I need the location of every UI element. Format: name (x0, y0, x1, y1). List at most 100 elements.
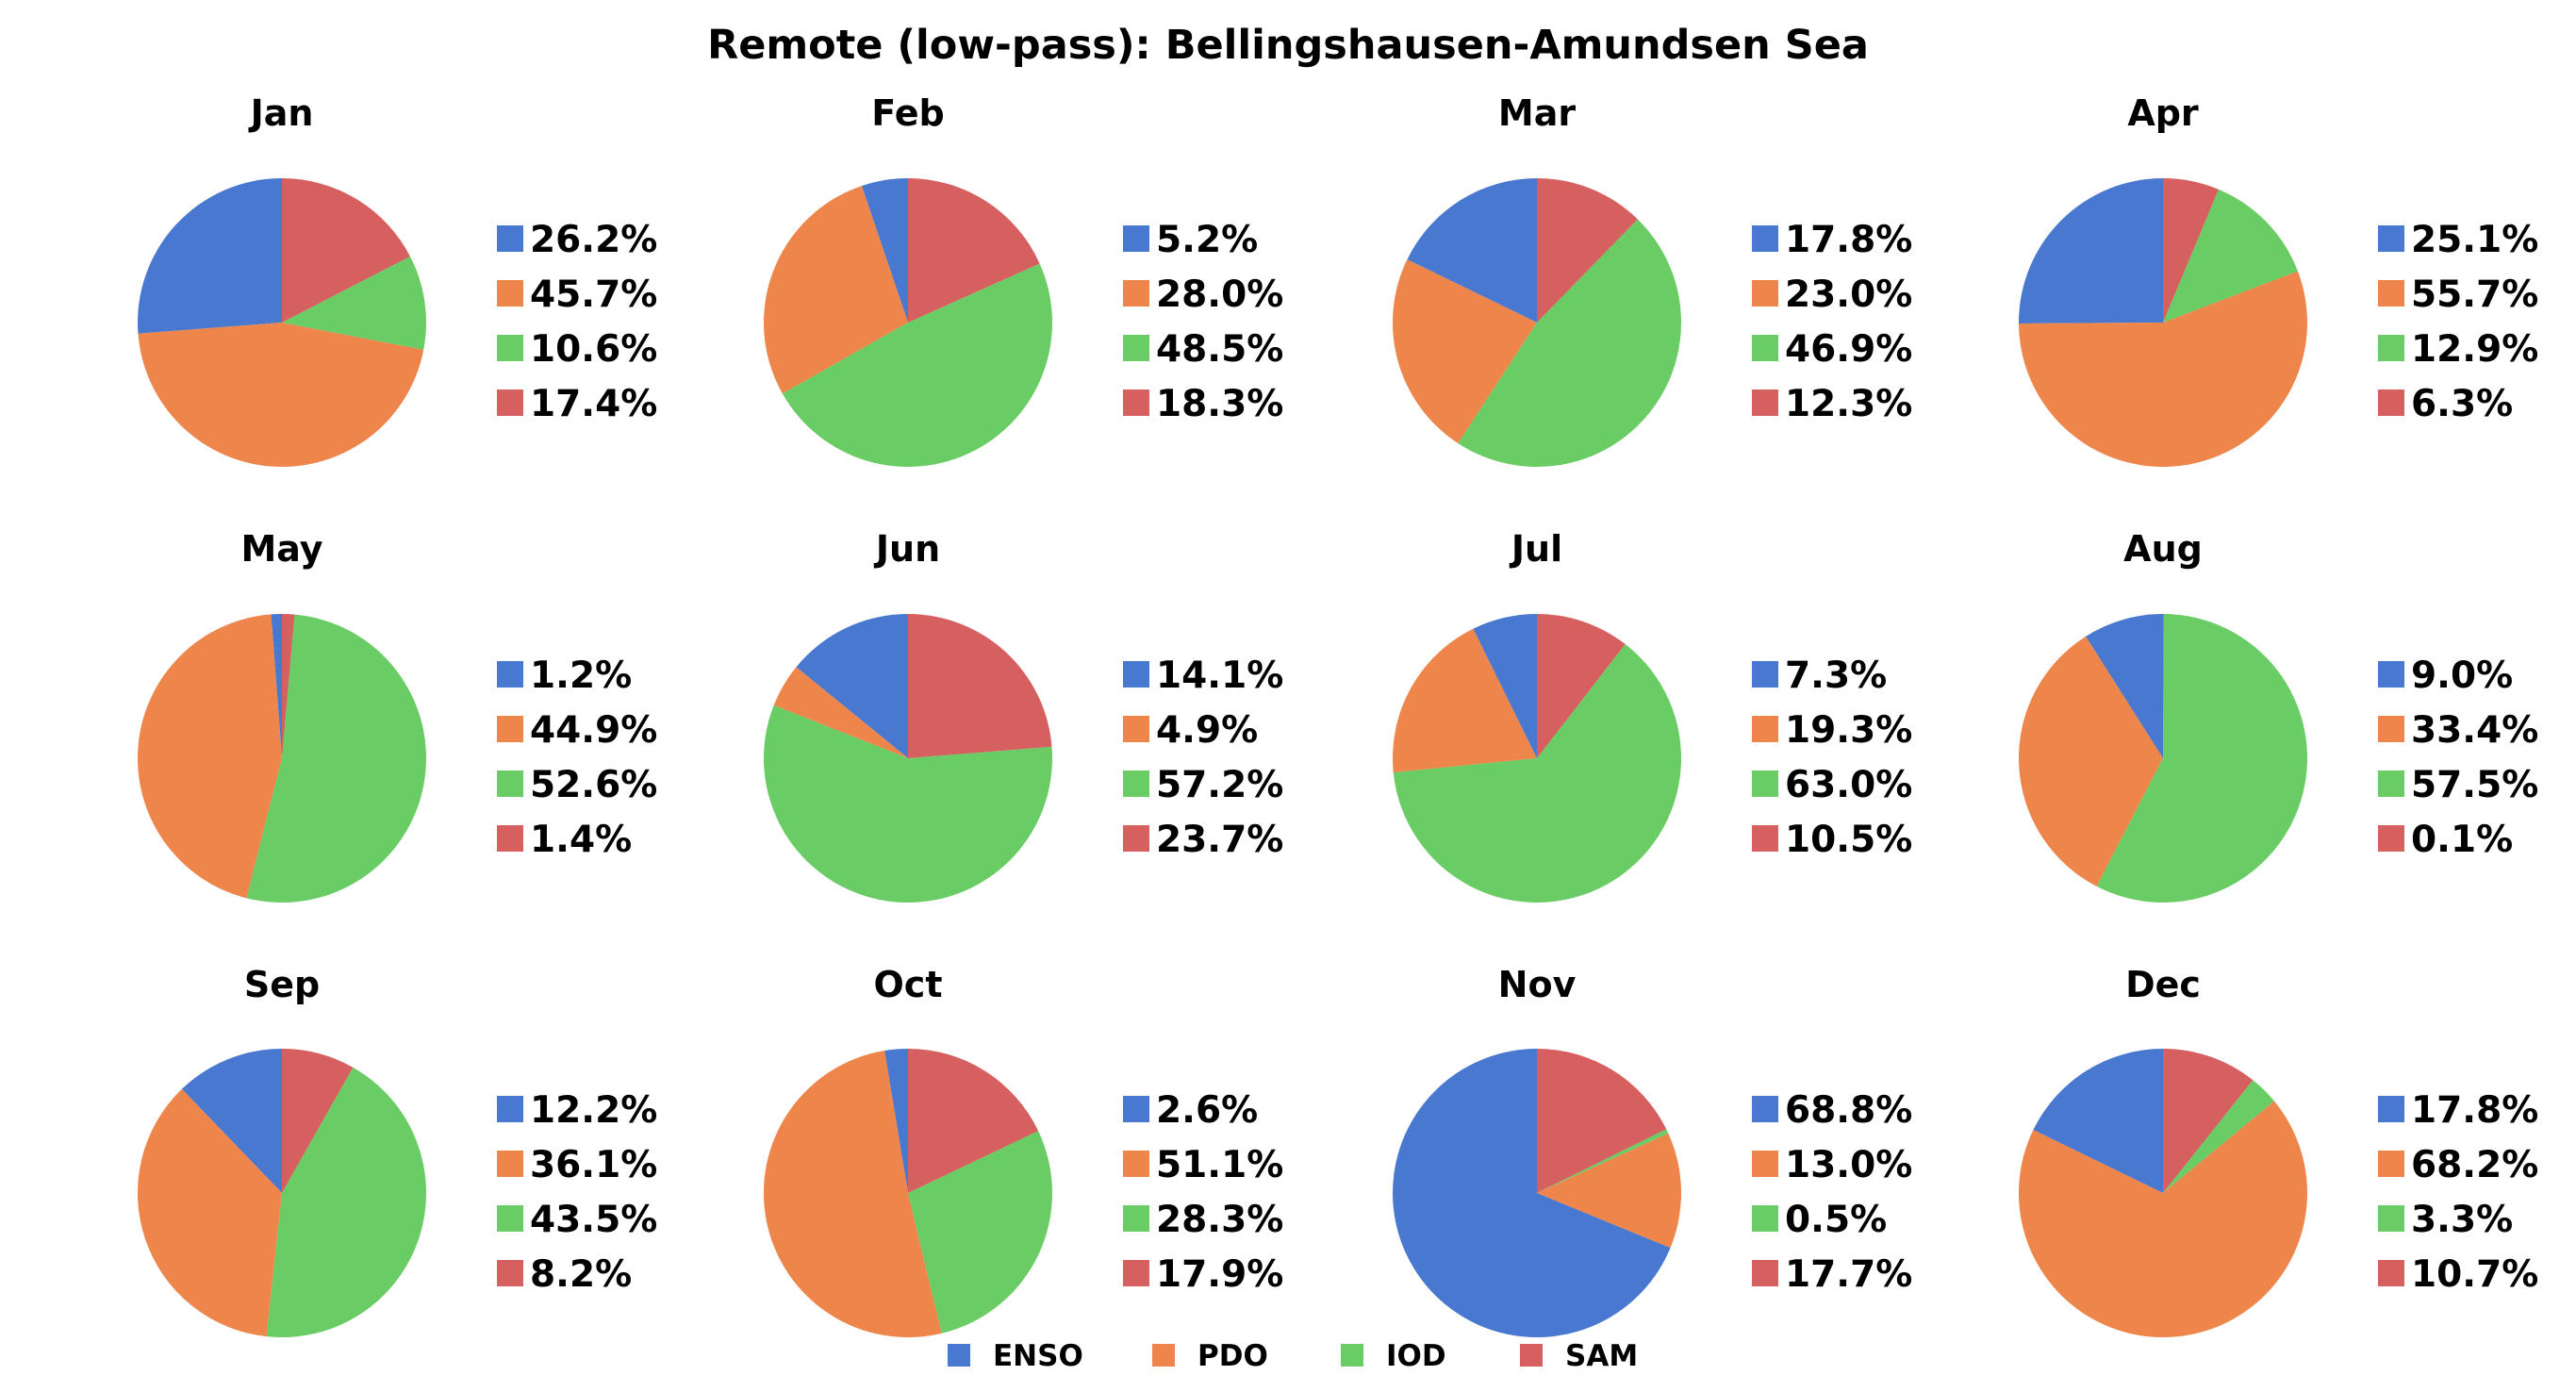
pct-label-may-sam: 1.4% (530, 819, 632, 861)
pct-label-dec-pdo: 68.2% (2411, 1144, 2538, 1186)
label-swatch-jun-iod (1123, 771, 1149, 797)
pie-title-may: May (240, 528, 322, 570)
pct-label-mar-enso: 17.8% (1785, 219, 1912, 261)
label-swatch-jul-iod (1752, 771, 1778, 797)
pie-may: May 1.2% 44.9% 52.6% 1.4% (137, 528, 657, 903)
label-swatch-feb-pdo (1123, 280, 1149, 307)
label-swatch-mar-sam (1752, 389, 1778, 416)
pie-title-apr: Apr (2127, 92, 2199, 134)
pie-title-jan: Jan (248, 92, 314, 134)
slice-jul-pdo (1393, 628, 1537, 773)
pie-oct: Oct 2.6% 51.1% 28.3% 17.9% (763, 964, 1283, 1338)
label-swatch-feb-enso (1123, 225, 1149, 252)
pie-apr: Apr 25.1% 55.7% 12.9% 6.3% (2018, 92, 2538, 467)
pie-aug: Aug 9.0% 33.4% 57.5% 0.1% (2019, 528, 2538, 903)
label-swatch-dec-enso (2378, 1096, 2404, 1122)
label-swatch-dec-iod (2378, 1205, 2404, 1232)
legend-swatch-sam (1520, 1344, 1543, 1367)
label-swatch-aug-iod (2378, 771, 2404, 797)
pct-label-feb-enso: 5.2% (1156, 219, 1258, 261)
label-swatch-oct-pdo (1123, 1151, 1149, 1177)
label-swatch-nov-iod (1752, 1205, 1778, 1232)
label-swatch-aug-pdo (2378, 716, 2404, 742)
pct-label-sep-enso: 12.2% (530, 1089, 657, 1132)
pct-label-dec-sam: 10.7% (2411, 1253, 2538, 1296)
pct-label-aug-pdo: 33.4% (2411, 709, 2538, 752)
slice-aug-enso (2086, 614, 2163, 758)
label-swatch-jul-pdo (1752, 716, 1778, 742)
pct-label-jul-pdo: 19.3% (1785, 709, 1912, 752)
legend-swatch-pdo (1152, 1344, 1175, 1367)
slice-aug-iod (2096, 614, 2307, 903)
slice-feb-sam (908, 178, 1040, 323)
pie-title-aug: Aug (2123, 528, 2203, 570)
pct-label-feb-pdo: 28.0% (1156, 273, 1283, 316)
legend-label-sam: SAM (1565, 1339, 1638, 1373)
legend-label-pdo: PDO (1197, 1339, 1268, 1373)
label-swatch-aug-sam (2378, 825, 2404, 852)
pct-label-nov-pdo: 13.0% (1785, 1144, 1912, 1186)
label-swatch-jun-sam (1123, 825, 1149, 852)
pct-label-feb-iod: 48.5% (1156, 328, 1283, 371)
slice-sep-pdo (137, 1088, 282, 1337)
pie-title-jun: Jun (873, 528, 940, 570)
pie-grid: Jan 26.2% 45.7% 10.6% 17.4% Feb 5.2% 28.0% 48.5%… (137, 92, 2538, 1338)
slice-dec-pdo (2019, 1101, 2308, 1337)
slice-jul-enso (1473, 614, 1537, 758)
label-swatch-feb-iod (1123, 335, 1149, 361)
label-swatch-may-pdo (497, 716, 523, 742)
pie-jan: Jan 26.2% 45.7% 10.6% 17.4% (137, 92, 657, 468)
pct-label-jan-sam: 17.4% (530, 383, 657, 425)
slice-oct-pdo (763, 1051, 942, 1338)
pct-label-apr-sam: 6.3% (2411, 383, 2513, 425)
pct-label-jun-sam: 23.7% (1156, 819, 1283, 861)
slice-apr-pdo (2019, 271, 2307, 467)
slice-jan-iod (282, 256, 426, 350)
label-swatch-mar-pdo (1752, 280, 1778, 307)
pct-label-may-iod: 52.6% (530, 764, 657, 806)
slice-dec-iod (2163, 1080, 2274, 1193)
label-swatch-mar-iod (1752, 335, 1778, 361)
pie-mar: Mar 17.8% 23.0% 46.9% 12.3% (1392, 92, 1912, 468)
slice-feb-pdo (763, 186, 908, 394)
label-swatch-nov-pdo (1752, 1151, 1778, 1177)
label-swatch-may-enso (497, 661, 523, 688)
label-swatch-jun-enso (1123, 661, 1149, 688)
label-swatch-jan-pdo (497, 280, 523, 307)
slice-mar-pdo (1392, 259, 1537, 444)
label-swatch-jul-enso (1752, 661, 1778, 688)
pct-label-jun-pdo: 4.9% (1156, 709, 1258, 752)
pct-label-jan-enso: 26.2% (530, 219, 657, 261)
label-swatch-oct-sam (1123, 1260, 1149, 1286)
slice-sep-sam (282, 1049, 354, 1193)
slice-apr-enso (2018, 178, 2163, 323)
legend-label-enso: ENSO (993, 1339, 1083, 1373)
pct-label-jun-enso: 14.1% (1156, 655, 1283, 697)
pct-label-may-pdo: 44.9% (530, 709, 657, 752)
label-swatch-feb-sam (1123, 389, 1149, 416)
slice-sep-iod (266, 1067, 427, 1338)
label-swatch-sep-enso (497, 1096, 523, 1122)
pct-label-nov-sam: 17.7% (1785, 1253, 1912, 1296)
label-swatch-may-sam (497, 825, 523, 852)
slice-jan-pdo (138, 323, 424, 468)
pct-label-jan-iod: 10.6% (530, 328, 657, 371)
pct-label-aug-enso: 9.0% (2411, 655, 2513, 697)
slice-may-iod (246, 614, 427, 903)
pct-label-sep-pdo: 36.1% (530, 1144, 657, 1186)
slice-jul-iod (1393, 644, 1682, 903)
slice-may-sam (282, 613, 295, 758)
slice-sep-enso (181, 1049, 282, 1193)
slice-nov-iod (1537, 1129, 1669, 1193)
pct-label-oct-iod: 28.3% (1156, 1199, 1283, 1241)
slice-nov-enso (1393, 1049, 1671, 1337)
pct-label-jul-sam: 10.5% (1785, 819, 1912, 861)
label-swatch-jun-pdo (1123, 716, 1149, 742)
label-swatch-apr-enso (2378, 225, 2404, 252)
pie-title-feb: Feb (871, 92, 944, 134)
slice-oct-enso (884, 1049, 908, 1193)
slice-aug-sam (2163, 613, 2164, 758)
pie-title-dec: Dec (2125, 964, 2201, 1005)
slice-feb-iod (782, 263, 1052, 468)
